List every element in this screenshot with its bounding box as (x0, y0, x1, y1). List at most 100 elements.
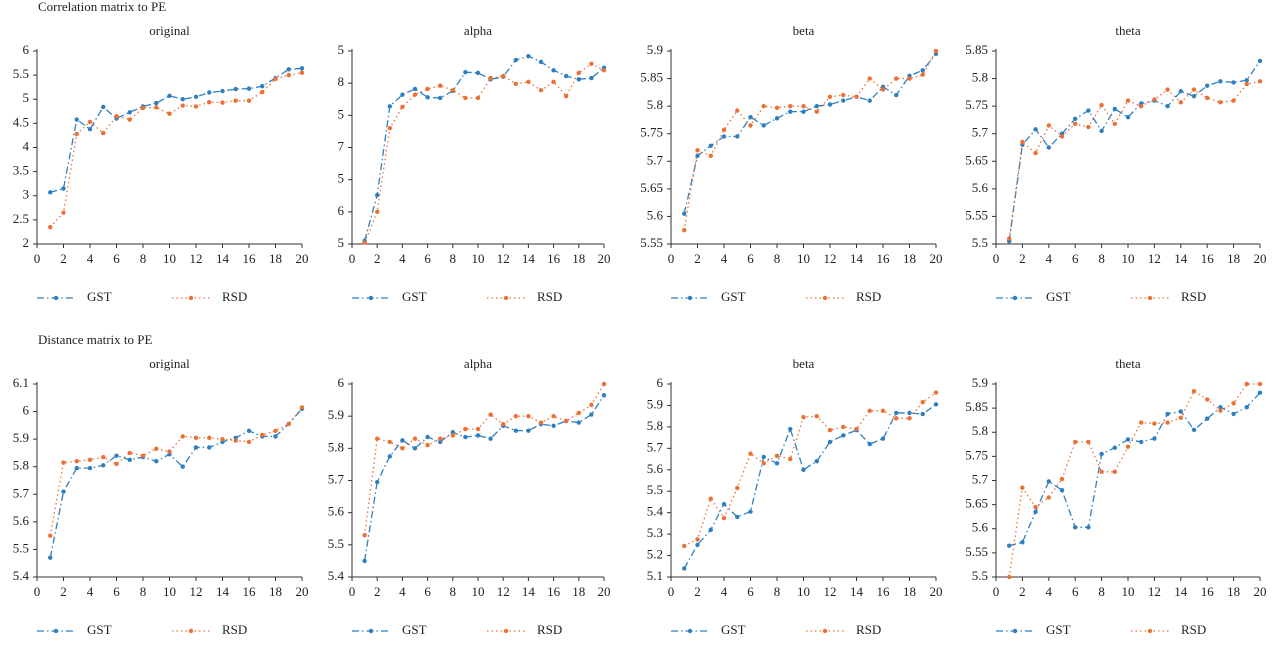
data-point (463, 426, 468, 432)
data-point (551, 413, 556, 419)
series-line (1008, 80, 1261, 239)
data-point (1244, 81, 1250, 87)
data-point (167, 449, 172, 454)
legend-label: GST (1046, 289, 1071, 304)
data-point (463, 95, 468, 101)
data-point (1112, 469, 1118, 475)
data-point (286, 421, 291, 427)
x-tick-label: 2 (374, 584, 381, 599)
x-tick-label: 20 (598, 584, 611, 599)
x-tick-label: 6 (747, 584, 754, 599)
data-point (1191, 94, 1197, 99)
x-tick-label: 0 (349, 251, 356, 266)
subplot: beta 5.1 5.2 5.3 5.4 5.5 5.6 5.7 5.8 5.9 6 0 2 4 6 8 10 1… (647, 356, 943, 637)
x-tick-label: 8 (1098, 584, 1105, 599)
y-tick-label: 5.6 (972, 520, 989, 535)
data-point (475, 70, 481, 76)
data-point (526, 53, 531, 59)
data-point (101, 104, 106, 110)
data-point (180, 464, 185, 469)
data-point (1244, 78, 1250, 83)
data-point (788, 109, 793, 114)
data-point (207, 90, 212, 95)
x-tick-label: 12 (190, 251, 203, 266)
x-tick-label: 18 (1227, 251, 1240, 266)
data-point (513, 57, 518, 63)
data-point (246, 98, 252, 103)
data-point (827, 439, 833, 445)
y-tick-label: 5.8 (647, 418, 663, 433)
data-point (551, 79, 556, 85)
x-tick-label: 0 (993, 584, 1000, 599)
legend-label: RSD (856, 289, 881, 304)
y-tick-label: 5 (338, 106, 345, 121)
data-point (375, 436, 380, 441)
data-point (127, 117, 132, 122)
series-line (1009, 392, 1261, 547)
data-point (933, 402, 939, 407)
data-point (400, 446, 405, 451)
x-tick-label: 16 (547, 251, 561, 266)
data-point (601, 381, 607, 387)
y-tick-label: 5.55 (965, 544, 988, 559)
x-tick-label: 12 (1148, 584, 1161, 599)
data-point (61, 210, 66, 215)
series-line (49, 408, 303, 558)
data-point (880, 87, 886, 92)
data-point (735, 514, 740, 520)
data-point (788, 103, 793, 109)
x-tick-label: 18 (269, 251, 282, 266)
legend-marker (1012, 628, 1018, 634)
data-point (814, 109, 819, 114)
legend-marker (503, 628, 509, 634)
data-point (1165, 87, 1170, 92)
x-tick-label: 6 (747, 251, 754, 266)
data-point (48, 224, 53, 230)
data-point (1086, 108, 1091, 113)
data-point (1007, 574, 1012, 580)
data-point (894, 410, 899, 416)
data-point (488, 412, 493, 417)
x-tick-label: 16 (243, 584, 257, 599)
data-point (61, 186, 66, 191)
x-tick-label: 6 (113, 251, 120, 266)
data-point (551, 68, 556, 73)
y-tick-label: 8 (338, 74, 345, 89)
x-tick-label: 8 (140, 251, 147, 266)
x-tick-label: 4 (721, 251, 728, 266)
data-point (286, 72, 291, 78)
data-point (1152, 421, 1157, 426)
subplot-title: theta (1115, 23, 1140, 38)
data-point (1046, 145, 1052, 150)
series-line (49, 407, 303, 536)
subplot: beta 5.55 5.6 5.65 5.7 5.75 5.8 5.85 5.9 0 2 4 6 8 10 1… (640, 23, 942, 304)
data-point (708, 527, 713, 533)
y-tick-label: 5.7 (13, 485, 30, 500)
data-point (1033, 504, 1038, 510)
data-point (735, 108, 740, 113)
data-point (907, 76, 912, 81)
data-point (140, 105, 146, 111)
data-point (463, 434, 468, 440)
x-tick-label: 18 (269, 584, 282, 599)
data-point (1020, 139, 1025, 145)
x-tick-label: 4 (399, 251, 406, 266)
data-point (1244, 404, 1250, 410)
data-point (273, 76, 278, 82)
data-point (167, 111, 172, 116)
data-point (513, 81, 518, 87)
data-point (299, 66, 305, 71)
data-point (74, 465, 79, 471)
x-tick-label: 14 (1174, 584, 1188, 599)
data-point (87, 457, 93, 463)
data-point (387, 454, 392, 459)
data-point (761, 123, 766, 128)
y-tick-label: 5.55 (640, 235, 663, 250)
data-point (920, 411, 925, 417)
data-point (1139, 439, 1144, 445)
y-tick-label: 5.4 (13, 568, 30, 583)
data-point (933, 390, 939, 395)
data-point (154, 100, 159, 106)
data-point (814, 459, 819, 464)
